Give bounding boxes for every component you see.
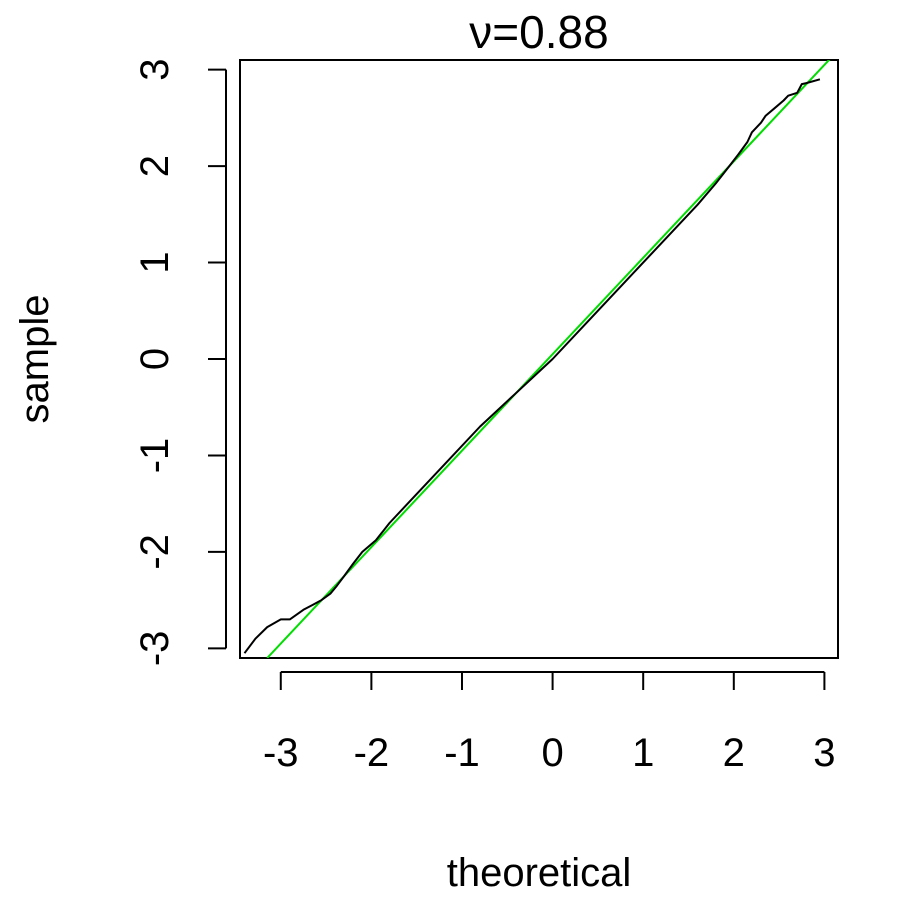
y-axis: -3 -2 -1 0 1 2 3 [133,58,227,667]
x-tick-label: 0 [541,731,563,775]
reference-line [266,60,831,658]
y-tick-label: 2 [133,155,177,177]
y-tick-label: 1 [133,251,177,273]
y-tick-label: -3 [133,631,177,667]
x-tick-label: 2 [723,731,745,775]
y-tick-label: -1 [133,438,177,474]
qq-series-line [243,78,821,654]
chart-title: ν=0.88 [469,6,608,58]
x-axis-label: theoretical [447,851,632,895]
x-tick-label: -2 [354,731,390,775]
x-tick-label: -3 [263,731,299,775]
y-tick-label: 3 [133,58,177,80]
plot-frame [239,59,839,659]
plot-area [243,60,831,658]
x-tick-label: 3 [813,731,835,775]
y-axis-label: sample [13,295,57,424]
x-tick-label: -1 [444,731,480,775]
x-tick-label: 1 [632,731,654,775]
x-axis: -3 -2 -1 0 1 2 3 [263,671,836,775]
y-tick-label: -2 [133,534,177,570]
y-tick-label: 0 [133,348,177,370]
